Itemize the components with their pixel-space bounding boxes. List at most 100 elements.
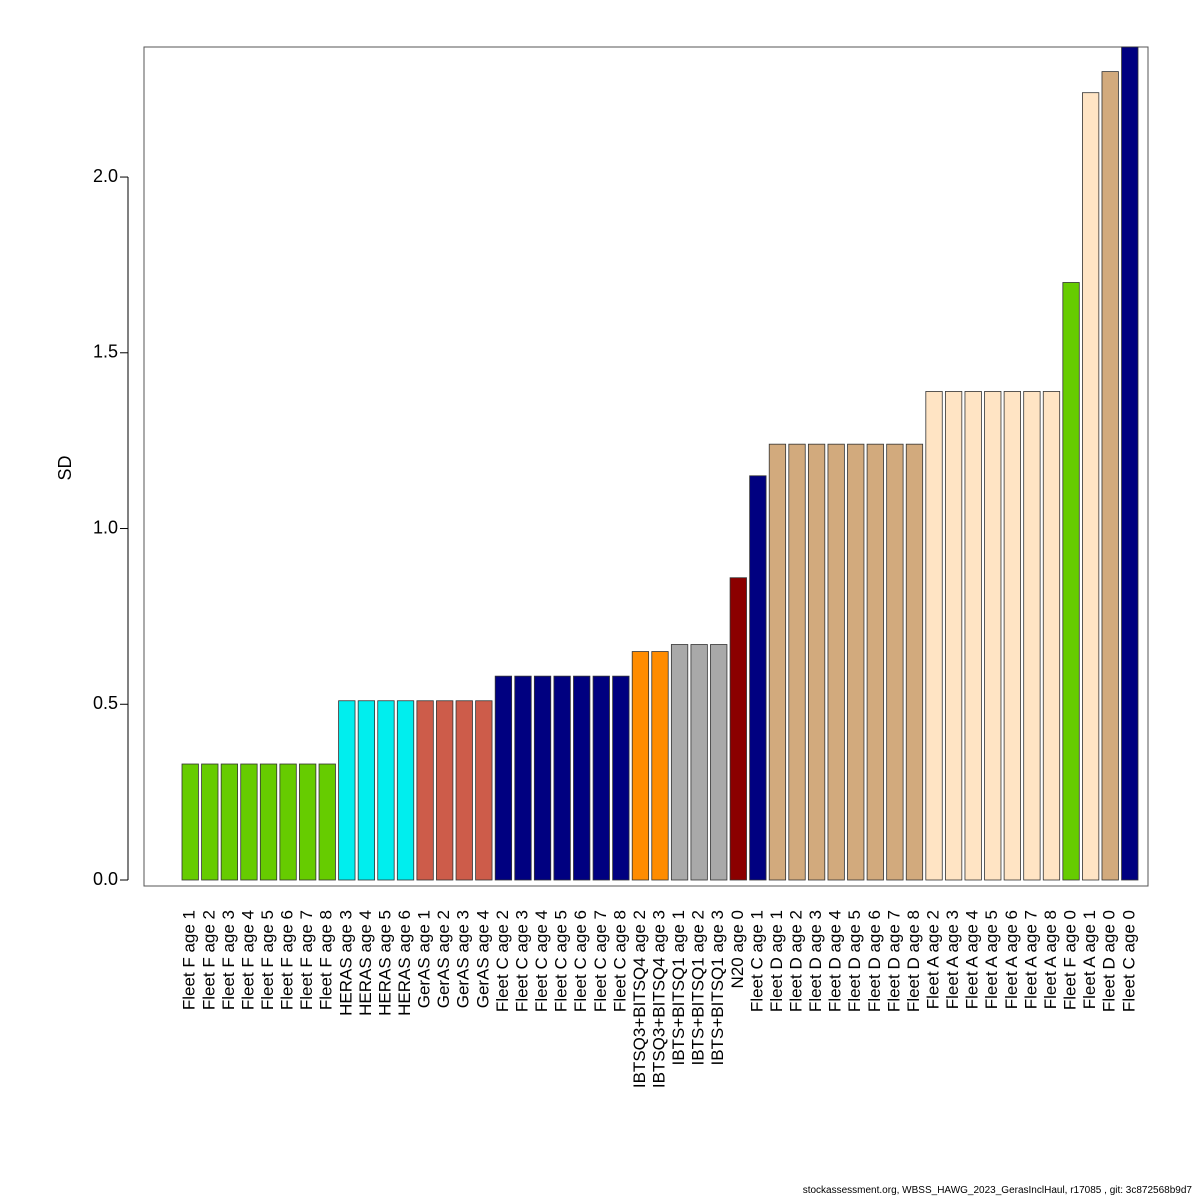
bar [768,443,787,881]
x-tick-label: Fleet A age 2 [924,910,943,1009]
x-tick-label: Fleet F age 3 [219,910,238,1010]
x-tick-label: HERAS age 3 [336,910,355,1016]
bar [729,577,747,881]
x-tick-label: Fleet F age 7 [297,910,316,1010]
bar [631,651,650,881]
x-tick-label: IBTS+BITSQ1 age 2 [689,910,708,1065]
x-tick-label: Fleet C age 8 [610,910,629,1012]
bar [181,763,199,881]
bar [436,700,454,881]
x-tick-label: Fleet D age 2 [787,910,806,1012]
x-tick-label: GerAS age 3 [454,910,473,1008]
y-tick-label: 1.0 [93,517,118,537]
x-tick-label: Fleet D age 7 [884,910,903,1012]
y-axis: 0.0 0.5 1.0 1.5 2.0 [93,166,129,889]
bar [670,644,689,881]
x-tick-label: Fleet C age 3 [512,910,531,1012]
x-tick-label: Fleet F age 0 [1061,910,1080,1010]
x-tick-label: Fleet F age 5 [258,910,277,1010]
bar [866,443,884,881]
plot-frame [143,46,1149,887]
bar [749,475,767,881]
bar [905,443,924,881]
bar [318,763,336,881]
y-tick-label: 1.5 [93,342,118,362]
bar [1042,391,1061,881]
x-tick-label: Fleet C age 5 [552,910,571,1012]
bar [592,675,610,881]
x-tick-label: Fleet C age 7 [591,910,610,1012]
bar [1062,282,1080,881]
x-tick-label: Fleet A age 5 [982,910,1001,1009]
x-tick-label: Fleet D age 4 [826,910,845,1012]
x-tick-label: Fleet C age 2 [493,910,512,1012]
x-tick-label: Fleet F age 1 [180,910,199,1010]
bar [984,391,1002,881]
x-tick-label: Fleet D age 8 [904,910,923,1012]
bar [612,675,630,881]
bar [416,700,434,881]
bar [259,763,278,881]
y-tick-label: 2.0 [93,166,118,186]
x-tick-label: HERAS age 5 [375,910,394,1016]
bar [553,675,571,881]
x-tick-label: Fleet D age 5 [845,910,864,1012]
bar [1082,92,1100,881]
x-tick-label: Fleet C age 4 [532,910,551,1012]
x-tick-label: N20 age 0 [728,910,747,988]
bar [533,675,552,881]
bar [944,391,963,881]
x-tick-label: Fleet F age 2 [199,910,218,1010]
x-tick-label: Fleet A age 7 [1021,910,1040,1009]
x-tick-label: GerAS age 2 [434,910,453,1008]
x-tick-label: Fleet C age 6 [571,910,590,1012]
y-tick-label: 0.5 [93,693,118,713]
x-tick-label: Fleet F age 8 [317,910,336,1010]
bar [651,651,669,881]
footer-note: stockassessment.org, WBSS_HAWG_2023_Gera… [802,1185,1192,1196]
x-tick-label: IBTS+BITSQ1 age 1 [669,910,688,1065]
x-tick-label: IBTSQ3+BITSQ4 age 3 [649,910,668,1088]
bar [396,700,415,881]
x-tick-label: Fleet C age 1 [747,910,766,1012]
bar [201,763,219,881]
x-tick-label: Fleet C age 0 [1119,910,1138,1012]
bar [886,443,904,881]
x-tick-label: HERAS age 4 [356,910,375,1016]
bar [925,391,943,881]
bar [455,700,473,881]
x-tick-label: Fleet A age 6 [1002,910,1021,1009]
x-tick-label: Fleet A age 8 [1041,910,1060,1009]
x-tick-label: Fleet A age 4 [963,910,982,1009]
bar [1121,46,1139,881]
y-axis-label: SD [55,455,75,480]
bar [299,763,317,881]
bar [807,443,826,881]
y-tick-label: 0.0 [93,869,118,889]
x-axis-labels: Fleet F age 1 Fleet F age 2 Fleet F age 3 F… [180,910,1139,1088]
x-tick-label: GerAS age 1 [415,910,434,1008]
x-tick-label: Fleet A age 3 [943,910,962,1009]
bar [494,675,513,881]
bar [514,675,532,881]
bar [1003,391,1021,881]
bar [475,700,493,881]
x-tick-label: Fleet D age 0 [1100,910,1119,1012]
bar [279,763,297,881]
x-tick-label: Fleet D age 6 [865,910,884,1012]
bar [1023,391,1041,881]
bar [788,443,806,881]
bars [181,46,1139,881]
bar [240,763,258,881]
bar [847,443,865,881]
bar [1101,71,1119,881]
bar [377,700,395,881]
bar [357,700,376,881]
bar [827,443,845,881]
x-tick-label: HERAS age 6 [395,910,414,1016]
x-tick-label: Fleet D age 3 [806,910,825,1012]
x-tick-label: GerAS age 4 [473,910,492,1008]
bar [964,391,982,881]
bar [220,763,238,881]
